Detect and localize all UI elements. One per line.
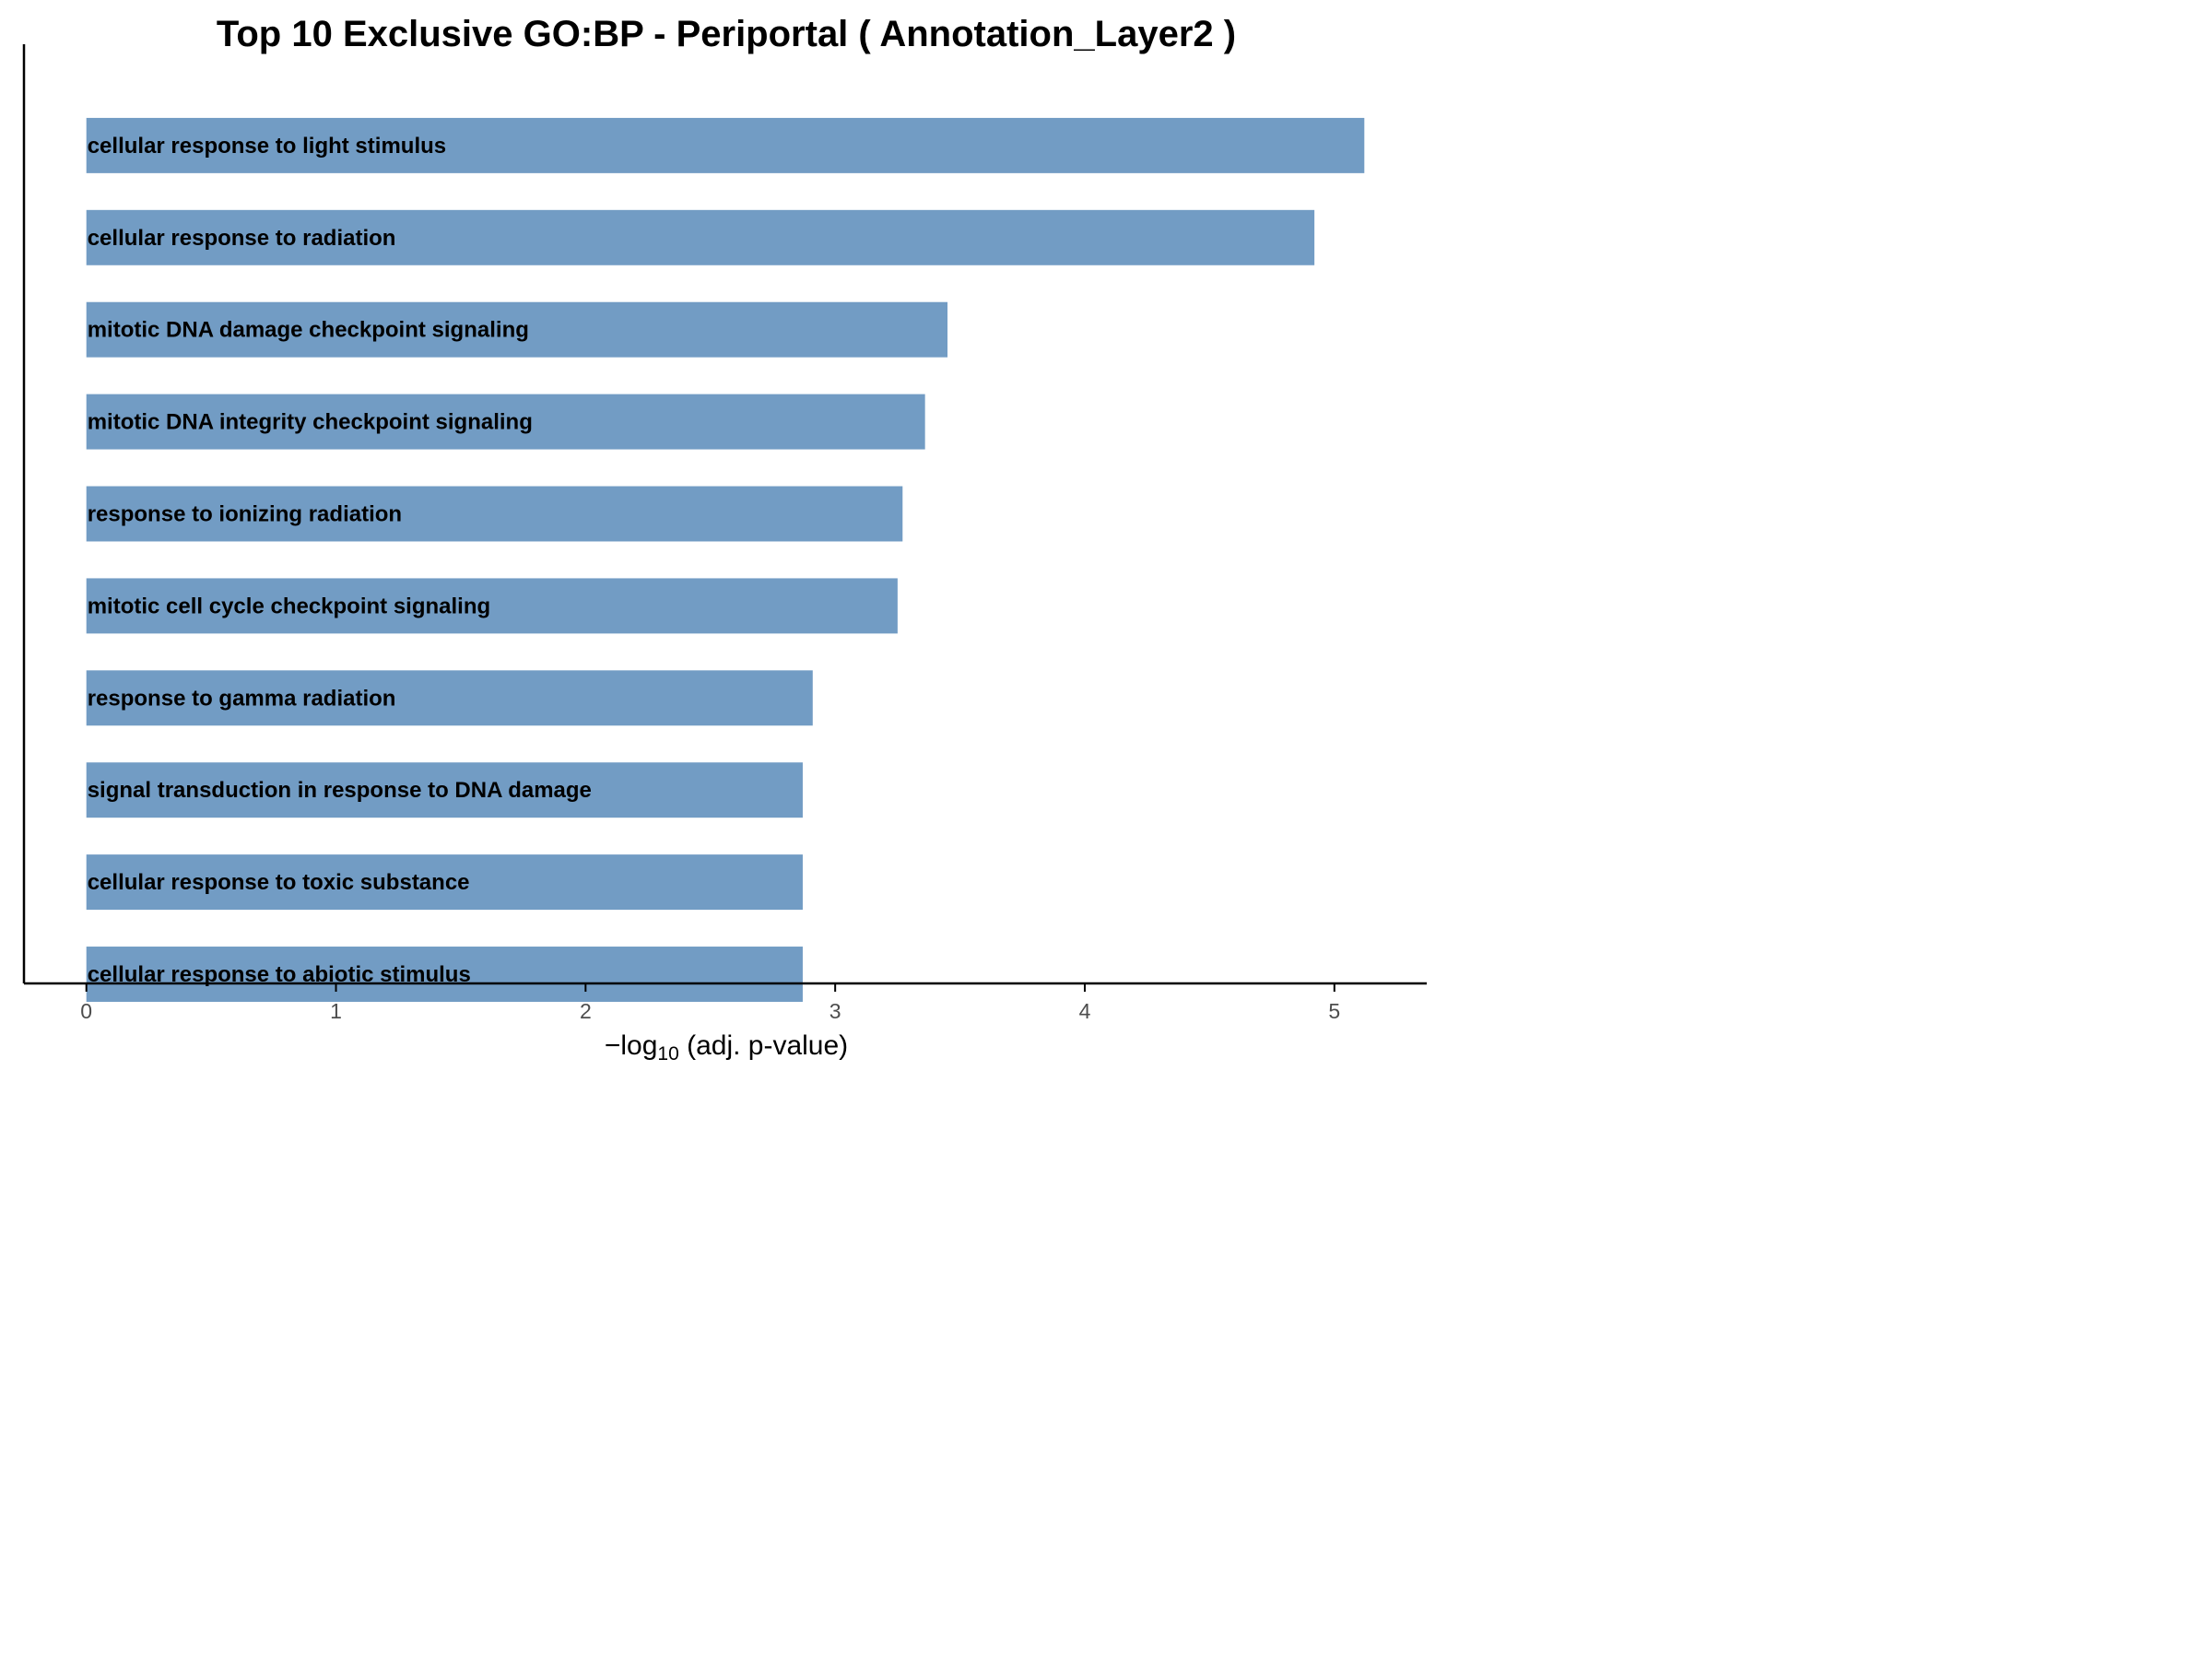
bar-label-3: mitotic DNA damage checkpoint signaling (88, 318, 529, 343)
x-axis-title-prefix: −log (605, 1030, 658, 1061)
bars-group (86, 117, 1365, 1002)
bar-label-9: cellular response to toxic substance (88, 870, 470, 895)
x-tick-label-3: 3 (830, 999, 841, 1023)
bar-7 (86, 670, 813, 726)
bar-5 (86, 486, 903, 542)
x-tick-label-0: 0 (80, 999, 92, 1023)
bar-9 (86, 854, 803, 911)
x-tick-label-2: 2 (580, 999, 592, 1023)
bar-4 (86, 394, 925, 450)
bar-2 (86, 209, 1315, 265)
x-axis-title-suffix: (adj. p-value) (679, 1030, 848, 1061)
bar-label-6: mitotic cell cycle checkpoint signaling (88, 594, 490, 618)
bar-label-5: response to ionizing radiation (88, 502, 402, 527)
bar-label-8: signal transduction in response to DNA d… (88, 778, 592, 803)
x-ticks-group: 0 1 2 3 4 5 (80, 983, 1340, 1023)
bar-label-2: cellular response to radiation (88, 226, 396, 251)
bar-label-1: cellular response to light stimulus (88, 134, 446, 159)
bar-chart: Top 10 Exclusive GO:BP - Periportal ( An… (22, 14, 1427, 1065)
chart-title: Top 10 Exclusive GO:BP - Periportal ( An… (217, 14, 1236, 54)
bar-labels-group: cellular response to light stimulus cellu… (88, 134, 592, 987)
bar-6 (86, 578, 898, 634)
x-tick-label-4: 4 (1079, 999, 1091, 1023)
x-axis-title-subscript: 10 (657, 1043, 678, 1065)
bar-8 (86, 762, 803, 818)
bar-label-7: response to gamma radiation (88, 686, 396, 711)
x-axis-title: −log10 (adj. p-value) (605, 1030, 848, 1065)
bar-label-4: mitotic DNA integrity checkpoint signali… (88, 410, 533, 435)
x-tick-label-5: 5 (1328, 999, 1340, 1023)
bar-10 (86, 947, 803, 1002)
bar-1 (86, 117, 1365, 173)
x-tick-label-1: 1 (330, 999, 342, 1023)
bar-3 (86, 301, 948, 358)
